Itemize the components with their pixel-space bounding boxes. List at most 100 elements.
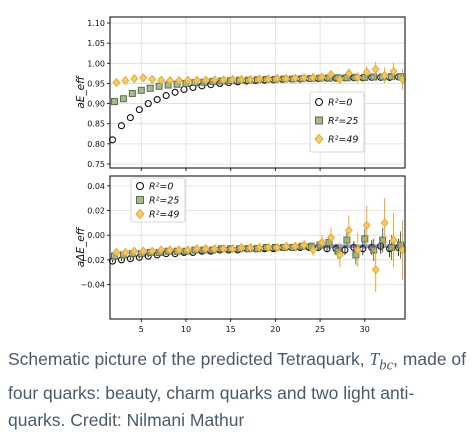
bottom-point-1-31: [388, 244, 396, 251]
bottom-point-2-27: [353, 245, 362, 255]
top-y-tick-label-7: 1.10: [87, 19, 105, 28]
top-point-2-0: [112, 77, 121, 88]
top-y-tick-label-3: 0.90: [87, 100, 105, 109]
effective-energy-panel: 0.75 0.80 0.85 0.90 0.95 1.00 1.05 1.10 aE_eff R²…: [75, 16, 407, 171]
top-point-2-9: [192, 75, 201, 85]
top-point-2-14: [237, 74, 246, 85]
top-point-2-1: [121, 75, 130, 86]
top-point-2-3: [139, 73, 148, 83]
top-point-2-13: [228, 74, 237, 85]
top-point-2-11: [210, 75, 219, 85]
bottom-point-2-28: [362, 220, 371, 230]
top-point-0-5: [153, 95, 161, 104]
bottom-point-2-16: [255, 242, 264, 253]
bottom-legend-marker-2: [135, 208, 145, 220]
bottom-point-2-1: [121, 247, 130, 258]
top-y-tick-label-5: 1.00: [87, 59, 105, 68]
bottom-legend-label-1: R²=25: [149, 196, 179, 207]
top-point-2-31: [389, 66, 398, 77]
top-point-2-18: [273, 73, 282, 84]
top-point-0-6: [162, 91, 170, 100]
top-legend-label-0: R²=0: [328, 98, 352, 109]
bottom-point-2-2: [130, 246, 139, 256]
top-point-1-4: [146, 84, 154, 92]
bottom-point-2-4: [148, 246, 157, 256]
top-frame: [109, 16, 406, 169]
top-legend-box: [309, 91, 365, 153]
bottom-point-2-23: [318, 237, 326, 248]
top-point-2-4: [148, 74, 157, 85]
top-point-2-15: [246, 74, 255, 85]
bottom-point-2-14: [237, 242, 246, 253]
top-point-1-5: [155, 82, 163, 90]
bottom-legend: R²=0 R²=25 R²=49: [130, 177, 186, 223]
bottom-frame: [109, 175, 406, 320]
bottom-point-2-21: [300, 240, 309, 250]
top-legend-marker-0: [314, 97, 324, 107]
top-point-1-3: [137, 86, 145, 94]
bottom-point-2-26: [344, 225, 353, 235]
bottom-point-2-12: [219, 244, 228, 254]
top-point-1-29: [370, 73, 378, 81]
top-point-2-25: [335, 74, 344, 85]
energy-difference-panel: 0.04 0.02 0.00 −0.02 −0.04 5 10 15 20 25 30 aΔE_eff…: [75, 175, 407, 334]
bottom-legend-marker-0: [135, 181, 145, 191]
top-point-2-10: [201, 75, 210, 85]
bottom-y-axis-label: aΔE_eff: [75, 226, 87, 267]
bottom-point-2-7: [175, 245, 183, 255]
tetraquark-symbol-base: T: [369, 349, 380, 369]
top-y-tick-label-4: 0.95: [87, 79, 105, 88]
bottom-point-2-10: [201, 244, 210, 254]
bottom-point-2-11: [210, 244, 219, 254]
caption-rest: made of four quarks: beauty, charm quark…: [8, 349, 467, 430]
bottom-legend-label-0: R²=0: [149, 182, 173, 193]
bottom-point-2-9: [192, 244, 201, 254]
caption-comma: ,: [393, 349, 398, 369]
bottom-series-2: [112, 198, 407, 292]
bottom-x-tick-label-4: 25: [315, 325, 325, 334]
bottom-y-tick-label-1: 0.02: [87, 207, 105, 216]
bottom-x-tick-label-1: 10: [181, 325, 191, 334]
top-point-2-29: [371, 64, 380, 75]
bottom-point-2-3: [139, 246, 148, 256]
bottom-point-1-30: [379, 236, 387, 244]
bottom-point-2-5: [157, 245, 166, 255]
top-point-2-21: [300, 73, 309, 83]
bottom-point-2-25: [335, 250, 344, 260]
bottom-point-2-18: [273, 242, 282, 253]
bottom-point-2-20: [291, 241, 300, 251]
tetraquark-symbol: Tbc: [369, 349, 394, 374]
bottom-point-1-29: [370, 246, 378, 254]
top-point-1-1: [119, 95, 127, 103]
bottom-x-tick-label-3: 20: [270, 325, 280, 334]
top-point-1-2: [128, 90, 136, 98]
top-y-tick-label-1: 0.80: [87, 140, 105, 149]
top-point-2-2: [130, 73, 139, 84]
top-point-0-3: [135, 106, 143, 114]
top-point-2-16: [255, 74, 264, 84]
top-point-0-2: [126, 114, 134, 122]
bottom-series-1: [110, 227, 405, 265]
bottom-point-0-26: [341, 246, 349, 254]
bottom-point-2-8: [183, 245, 192, 255]
bottom-y-tick-label-2: 0.00: [87, 231, 105, 240]
top-point-2-30: [380, 70, 389, 81]
caption-line-start: Schematic picture of the predicted Tetra…: [8, 349, 370, 369]
bottom-point-1-28: [361, 235, 369, 243]
bottom-legend-marker-1: [136, 196, 144, 204]
top-point-2-17: [264, 74, 273, 84]
top-point-0-7: [171, 88, 179, 96]
top-point-2-28: [362, 67, 371, 77]
top-legend-label-2: R²=49: [328, 135, 358, 146]
bottom-point-2-22: [309, 245, 318, 255]
bottom-y-tick-label-0: 0.04: [87, 182, 105, 191]
bottom-y-tick-label-4: −0.04: [80, 280, 105, 289]
top-legend-marker-2: [314, 133, 324, 145]
top-point-2-5: [157, 75, 166, 85]
figure-caption: Schematic picture of the predicted Tetra…: [8, 346, 468, 434]
bottom-point-2-15: [246, 242, 255, 253]
top-y-tick-label-0: 0.75: [87, 160, 105, 169]
bottom-point-2-19: [282, 241, 291, 251]
bottom-x-tick-label-5: 30: [360, 325, 370, 334]
top-y-tick-label-6: 1.05: [87, 39, 105, 48]
